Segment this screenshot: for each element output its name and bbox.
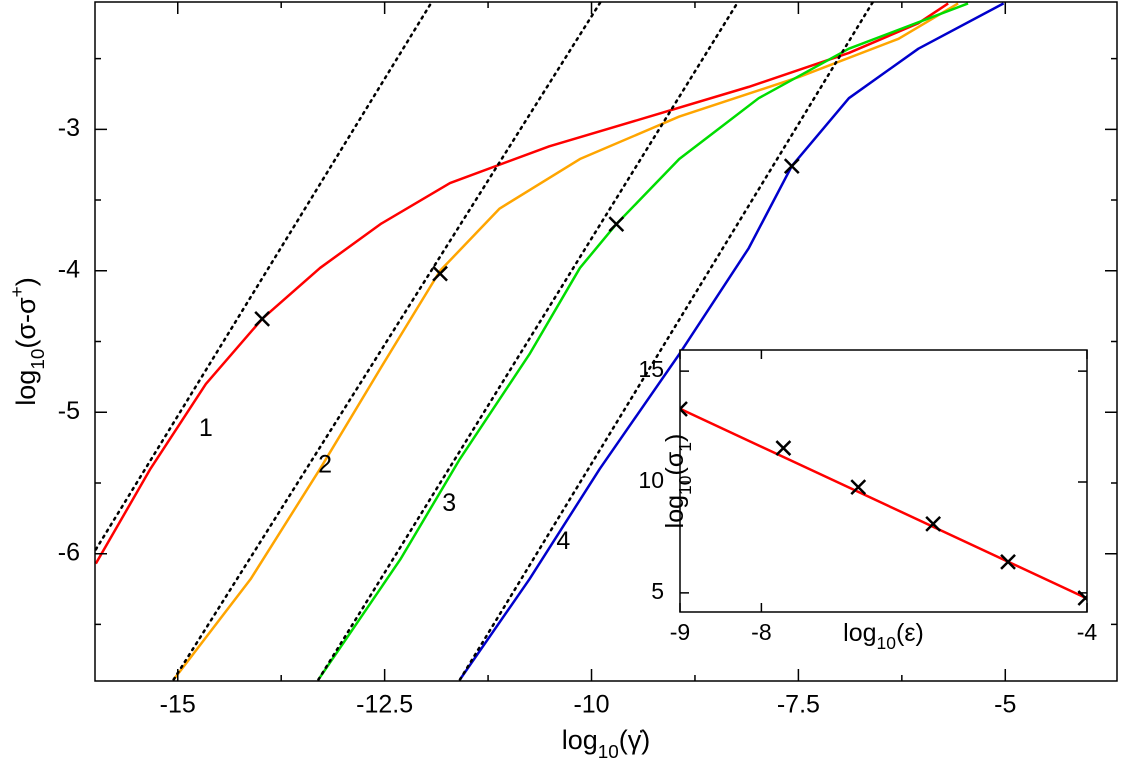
x-tick-label: -8 <box>751 619 771 645</box>
y-tick-label: -4 <box>58 255 80 283</box>
label-part: 10 <box>877 633 897 653</box>
label-part: (σ-σ <box>11 297 41 349</box>
label-part: ) <box>11 277 41 286</box>
label-part: (ε) <box>896 619 924 647</box>
marker <box>608 216 625 232</box>
plot-area <box>680 350 1087 612</box>
guide-line <box>317 2 740 681</box>
curve <box>317 2 969 681</box>
label-part: 10 <box>28 349 49 370</box>
marker <box>432 265 448 282</box>
y-tick-label: 15 <box>638 356 664 382</box>
guide-line <box>458 2 875 681</box>
label-part: log <box>843 619 876 647</box>
curve-label: 3 <box>442 489 456 517</box>
marker <box>850 479 867 495</box>
curve-label: 2 <box>318 451 332 479</box>
label-part: + <box>7 286 28 297</box>
axis-label: log10(ε) <box>843 619 924 653</box>
plot <box>95 2 1005 681</box>
y-tick-label: 5 <box>651 578 664 604</box>
x-tick-label: -9 <box>670 619 690 645</box>
x-tick-label: -12.5 <box>356 691 413 719</box>
label-part: 1 <box>675 442 695 452</box>
y-tick-label: -3 <box>58 114 80 142</box>
label-part: log <box>562 725 598 755</box>
x-tick-label: -10 <box>573 691 609 719</box>
marker <box>783 158 800 174</box>
axis-label: log10(σ1) <box>661 434 695 529</box>
x-tick-label: -15 <box>160 691 196 719</box>
axis-label: log10(σ-σ+) <box>7 277 49 405</box>
marker <box>1000 553 1016 570</box>
curve <box>458 2 1005 681</box>
label-part: (σ <box>661 451 689 475</box>
axis-label: log10(γ̇) <box>562 725 651 762</box>
curve <box>95 2 949 565</box>
marker <box>775 440 792 456</box>
y-tick-label: 10 <box>638 467 664 493</box>
guide-line <box>95 2 434 551</box>
curve-label: 4 <box>556 527 570 555</box>
label-part: (γ̇) <box>619 725 650 755</box>
label-part: ) <box>661 434 689 442</box>
guide-line <box>172 2 603 681</box>
label-part: 10 <box>598 742 619 763</box>
marker <box>680 401 688 417</box>
y-tick-label: -6 <box>58 538 80 566</box>
curve <box>172 2 959 681</box>
x-tick-label: -4 <box>1077 619 1098 645</box>
frame <box>679 349 1088 613</box>
marker <box>254 310 271 327</box>
label-part: log <box>661 495 689 528</box>
label-part: log <box>11 370 41 406</box>
x-tick-label: -7.5 <box>777 691 820 719</box>
curve <box>680 407 1087 600</box>
marker <box>925 516 942 532</box>
y-tick-label: -5 <box>58 397 80 425</box>
x-tick-label: -5 <box>994 691 1016 719</box>
label-part: 10 <box>675 475 695 495</box>
curve-label: 1 <box>199 414 213 442</box>
